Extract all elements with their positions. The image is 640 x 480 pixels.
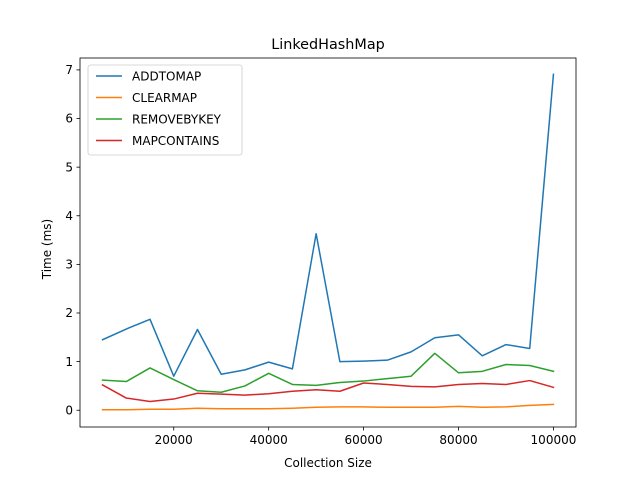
plot-area <box>101 73 555 411</box>
y-axis-label: Time (ms) <box>40 219 54 281</box>
y-tick-label: 1 <box>65 355 73 369</box>
x-tick-label: 100000 <box>531 433 577 447</box>
legend-label: REMOVEBYKEY <box>132 112 222 126</box>
y-tick-label: 6 <box>65 112 73 126</box>
x-tick-label: 20000 <box>155 433 193 447</box>
y-tick-label: 4 <box>65 209 73 223</box>
series-line-removebykey <box>101 352 555 393</box>
chart-title: LinkedHashMap <box>271 37 385 53</box>
x-tick-label: 60000 <box>345 433 383 447</box>
axes-frame <box>79 57 577 428</box>
y-tick-label: 5 <box>65 160 73 174</box>
y-tick-label: 0 <box>65 403 73 417</box>
legend-label: ADDTOMAP <box>132 69 201 83</box>
y-tick-label: 2 <box>65 306 73 320</box>
series-line-clearmap <box>101 403 555 411</box>
series-line-mapcontains <box>101 379 555 403</box>
y-tick-label: 3 <box>65 258 73 272</box>
axes: 20000 40000 60000 80000 100000 0 1 2 3 4 5 6 7 <box>65 57 577 447</box>
x-axis-label: Collection Size <box>284 456 372 470</box>
legend-box <box>87 64 243 156</box>
legend: ADDTOMAP CLEARMAP REMOVEBYKEY MAPCONTAINS <box>87 64 243 156</box>
x-tick-label: 40000 <box>250 433 288 447</box>
legend-label: MAPCONTAINS <box>132 134 219 148</box>
x-tick-label: 80000 <box>439 433 477 447</box>
legend-label: CLEARMAP <box>132 91 197 105</box>
series-line-addtomap <box>101 73 555 377</box>
y-tick-label: 7 <box>65 63 73 77</box>
